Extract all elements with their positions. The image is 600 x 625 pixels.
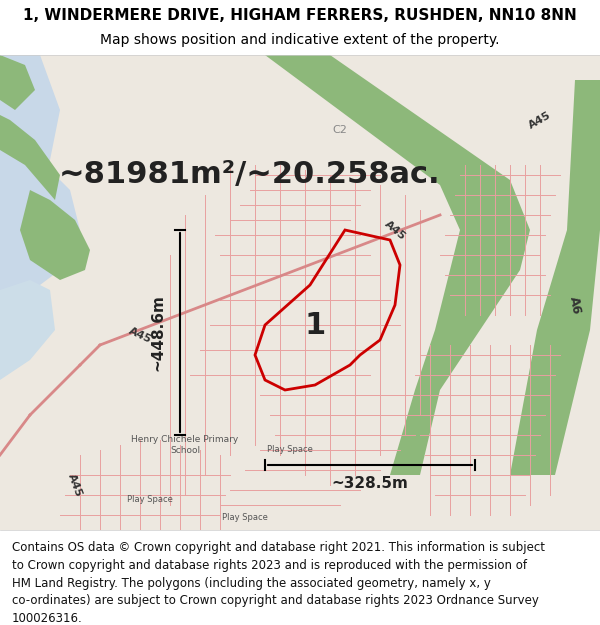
Polygon shape bbox=[20, 190, 90, 280]
Text: ~81981m²/~20.258ac.: ~81981m²/~20.258ac. bbox=[59, 161, 441, 189]
Text: A6: A6 bbox=[567, 295, 583, 315]
Text: 100026316.: 100026316. bbox=[12, 612, 83, 625]
Text: co-ordinates) are subject to Crown copyright and database rights 2023 Ordnance S: co-ordinates) are subject to Crown copyr… bbox=[12, 594, 539, 607]
Polygon shape bbox=[510, 80, 600, 475]
Polygon shape bbox=[0, 55, 35, 110]
Text: Play Space: Play Space bbox=[222, 512, 268, 521]
Text: 1, WINDERMERE DRIVE, HIGHAM FERRERS, RUSHDEN, NN10 8NN: 1, WINDERMERE DRIVE, HIGHAM FERRERS, RUS… bbox=[23, 8, 577, 23]
Text: ~448.6m: ~448.6m bbox=[151, 294, 166, 371]
Text: Play Space: Play Space bbox=[267, 446, 313, 454]
Text: A45: A45 bbox=[66, 472, 84, 498]
Text: Play Space: Play Space bbox=[127, 496, 173, 504]
Text: C2: C2 bbox=[332, 125, 347, 135]
Text: Henry Chichele Primary
School: Henry Chichele Primary School bbox=[131, 435, 239, 455]
Text: to Crown copyright and database rights 2023 and is reproduced with the permissio: to Crown copyright and database rights 2… bbox=[12, 559, 527, 572]
Text: HM Land Registry. The polygons (including the associated geometry, namely x, y: HM Land Registry. The polygons (includin… bbox=[12, 576, 491, 589]
Polygon shape bbox=[265, 55, 530, 475]
Polygon shape bbox=[0, 55, 60, 250]
Polygon shape bbox=[0, 150, 80, 300]
Polygon shape bbox=[0, 280, 55, 380]
Text: A45: A45 bbox=[127, 326, 153, 344]
Text: A45: A45 bbox=[383, 218, 407, 242]
Text: Map shows position and indicative extent of the property.: Map shows position and indicative extent… bbox=[100, 32, 500, 47]
Text: ~328.5m: ~328.5m bbox=[332, 476, 409, 491]
Text: 1: 1 bbox=[304, 311, 326, 339]
Text: Contains OS data © Crown copyright and database right 2021. This information is : Contains OS data © Crown copyright and d… bbox=[12, 541, 545, 554]
Polygon shape bbox=[0, 115, 60, 200]
Text: A45: A45 bbox=[527, 109, 553, 131]
